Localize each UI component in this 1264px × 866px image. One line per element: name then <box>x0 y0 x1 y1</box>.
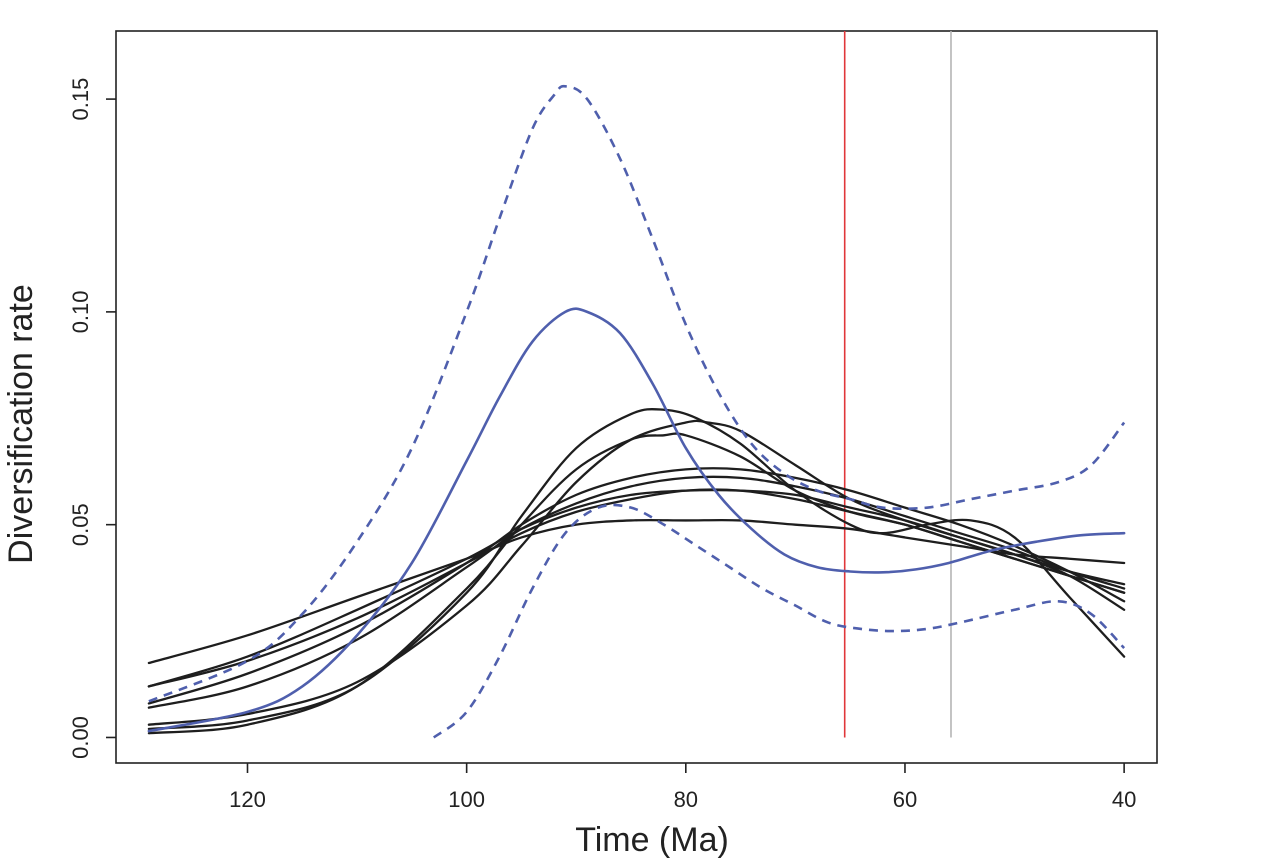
reference-lines <box>843 31 952 738</box>
x-axis: 120 100 80 60 40 <box>229 763 1136 812</box>
series-line-sample-4 <box>147 419 1126 726</box>
y-axis: 0.00 0.05 0.10 0.15 <box>68 78 116 759</box>
x-tick-label: 60 <box>893 787 917 812</box>
series-line-sample-7 <box>147 475 1126 709</box>
y-tick-label: 0.15 <box>68 78 93 121</box>
series-line-mean-0 <box>147 307 1126 733</box>
x-axis-title: Time (Ma) <box>575 821 729 859</box>
y-tick-label: 0.00 <box>68 716 93 759</box>
series-group <box>147 84 1126 739</box>
series-line-sample-9 <box>147 488 1126 688</box>
y-tick-label: 0.10 <box>68 290 93 333</box>
y-tick-label: 0.05 <box>68 503 93 546</box>
plot-frame <box>115 30 1158 764</box>
series-line-sample-3 <box>147 407 1126 731</box>
x-tick-label: 120 <box>229 787 266 812</box>
x-tick-label: 80 <box>674 787 698 812</box>
series-line-sample-5 <box>147 432 1126 735</box>
x-tick-label: 40 <box>1112 787 1136 812</box>
series-line-sample-10 <box>147 518 1126 665</box>
series-line-ci-upper-1 <box>148 84 1126 703</box>
x-tick-label: 100 <box>448 787 485 812</box>
y-axis-title: Diversification rate <box>2 284 40 564</box>
series-line-sample-6 <box>147 467 1126 705</box>
series-line-ci-lower-2 <box>432 503 1126 739</box>
